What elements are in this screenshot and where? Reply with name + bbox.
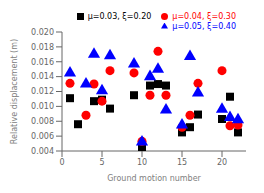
svg-text:0.010: 0.010 — [31, 102, 54, 111]
svg-text:0.008: 0.008 — [31, 117, 54, 126]
svg-text:Relative displacement (m): Relative displacement (m) — [10, 39, 19, 144]
svg-text:0.014: 0.014 — [31, 72, 54, 81]
svg-text:Ground motion number: Ground motion number — [107, 174, 201, 183]
svg-text:20: 20 — [217, 158, 227, 167]
html-text:μ=0.04, ξ=0.30: μ=0.04, ξ=0.30 — [172, 12, 236, 21]
svg-text:0.016: 0.016 — [31, 58, 54, 67]
svg-text:0.018: 0.018 — [31, 43, 54, 52]
svg-text:0.006: 0.006 — [31, 132, 54, 141]
svg-text:0.020: 0.020 — [31, 28, 54, 37]
html-text:μ=0.05, ξ=0.40: μ=0.05, ξ=0.40 — [172, 22, 236, 31]
svg-text:0.004: 0.004 — [31, 147, 54, 156]
svg-text:0.012: 0.012 — [31, 87, 54, 96]
svg-text:0: 0 — [59, 158, 64, 167]
svg-text:5: 5 — [99, 158, 104, 167]
svg-text:10: 10 — [137, 158, 147, 167]
svg-text:15: 15 — [177, 158, 187, 167]
html-text:μ=0.03, ξ=0.20: μ=0.03, ξ=0.20 — [87, 12, 152, 21]
